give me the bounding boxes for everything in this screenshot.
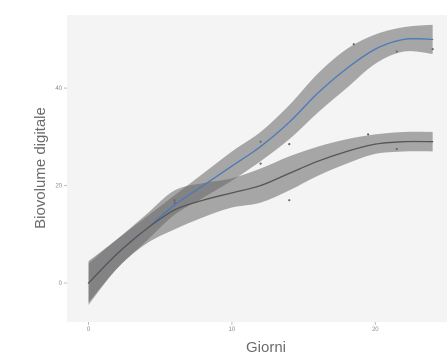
series-1-point bbox=[352, 43, 355, 46]
series-1-point bbox=[173, 201, 176, 204]
series-lines bbox=[87, 38, 434, 284]
y-axis-ticks: 0 20 40 bbox=[55, 86, 67, 287]
series-2-point bbox=[259, 162, 262, 165]
x-axis-ticks: 0 10 20 bbox=[87, 322, 379, 333]
x-tick-label: 0 bbox=[87, 327, 91, 333]
plot-panel bbox=[67, 15, 447, 322]
series-2-point bbox=[173, 199, 176, 202]
series-1-point bbox=[288, 143, 291, 146]
confidence-ribbons bbox=[88, 24, 433, 305]
x-tick-label: 10 bbox=[229, 327, 236, 333]
series-2-ribbon bbox=[88, 131, 433, 305]
series-1-ribbon bbox=[88, 24, 433, 303]
y-tick-label: 20 bbox=[55, 184, 62, 190]
series-2-point bbox=[395, 147, 398, 151]
series-1-point bbox=[259, 140, 262, 143]
series-1-point bbox=[431, 48, 434, 51]
data-points bbox=[173, 43, 434, 204]
series-2-line bbox=[87, 140, 434, 284]
y-tick-label: 40 bbox=[55, 86, 62, 92]
series-1-point bbox=[395, 50, 398, 53]
y-tick-label: 0 bbox=[59, 281, 63, 287]
x-axis-title: Giorni bbox=[246, 339, 286, 356]
x-tick-label: 20 bbox=[372, 327, 379, 333]
series-2-point bbox=[288, 199, 291, 202]
series-2-point bbox=[367, 133, 370, 136]
y-axis-title: Biovolume digitale bbox=[32, 107, 49, 229]
